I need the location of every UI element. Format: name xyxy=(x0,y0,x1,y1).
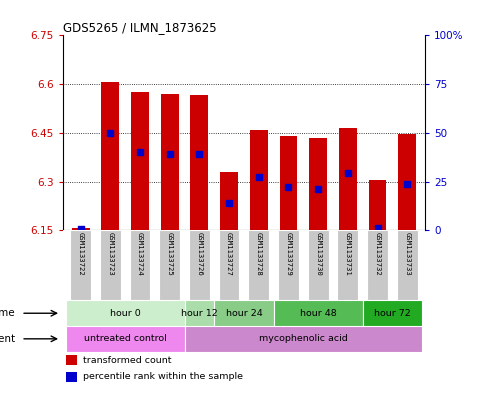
Bar xyxy=(278,230,299,300)
Point xyxy=(196,151,203,157)
Bar xyxy=(250,130,268,230)
Bar xyxy=(397,230,418,300)
Bar xyxy=(161,94,179,230)
Bar xyxy=(273,300,363,326)
Bar xyxy=(67,372,77,382)
Bar xyxy=(185,326,422,352)
Point xyxy=(136,149,144,156)
Bar xyxy=(66,326,185,352)
Bar xyxy=(309,138,327,230)
Bar xyxy=(367,230,388,300)
Text: hour 0: hour 0 xyxy=(110,309,141,318)
Bar xyxy=(71,228,89,230)
Text: mycophenolic acid: mycophenolic acid xyxy=(259,334,348,343)
Text: hour 48: hour 48 xyxy=(300,309,337,318)
Bar xyxy=(219,230,240,300)
Text: GSM1133729: GSM1133729 xyxy=(285,233,291,276)
Point xyxy=(284,184,292,191)
Text: transformed count: transformed count xyxy=(83,356,171,364)
Bar xyxy=(190,95,208,230)
Text: GSM1133733: GSM1133733 xyxy=(404,233,410,276)
Bar xyxy=(101,83,119,230)
Text: GSM1133730: GSM1133730 xyxy=(315,233,321,276)
Text: GSM1133728: GSM1133728 xyxy=(256,233,262,276)
Bar xyxy=(159,230,180,300)
Text: hour 72: hour 72 xyxy=(374,309,411,318)
Bar xyxy=(369,180,386,230)
Bar xyxy=(129,230,150,300)
Text: GSM1133723: GSM1133723 xyxy=(107,233,114,276)
Text: untreated control: untreated control xyxy=(84,334,167,343)
Bar xyxy=(220,172,238,230)
Text: GSM1133724: GSM1133724 xyxy=(137,233,143,276)
Point xyxy=(255,174,263,180)
Bar xyxy=(100,230,121,300)
Bar xyxy=(185,300,214,326)
Bar xyxy=(131,92,149,230)
Text: GDS5265 / ILMN_1873625: GDS5265 / ILMN_1873625 xyxy=(63,21,216,34)
Text: GSM1133731: GSM1133731 xyxy=(345,233,351,276)
Point xyxy=(403,181,411,187)
Text: percentile rank within the sample: percentile rank within the sample xyxy=(83,372,243,381)
Bar xyxy=(248,230,269,300)
Bar xyxy=(280,136,298,230)
Text: GSM1133727: GSM1133727 xyxy=(226,233,232,276)
Bar xyxy=(308,230,328,300)
Text: agent: agent xyxy=(0,334,15,344)
Text: GSM1133725: GSM1133725 xyxy=(167,233,173,276)
Bar xyxy=(398,134,416,230)
Bar xyxy=(66,300,185,326)
Text: time: time xyxy=(0,308,15,318)
Text: GSM1133732: GSM1133732 xyxy=(374,233,381,276)
Point xyxy=(344,170,352,176)
Bar xyxy=(363,300,422,326)
Bar xyxy=(189,230,210,300)
Point xyxy=(166,151,173,157)
Bar xyxy=(70,230,91,300)
Bar xyxy=(338,230,358,300)
Point xyxy=(225,200,233,206)
Bar xyxy=(339,128,357,230)
Bar xyxy=(214,300,273,326)
Bar xyxy=(67,355,77,365)
Text: hour 12: hour 12 xyxy=(181,309,218,318)
Text: hour 24: hour 24 xyxy=(226,309,262,318)
Text: GSM1133726: GSM1133726 xyxy=(197,233,202,276)
Point xyxy=(77,226,85,233)
Point xyxy=(314,185,322,192)
Point xyxy=(106,130,114,136)
Text: GSM1133722: GSM1133722 xyxy=(78,233,84,276)
Point xyxy=(374,225,382,231)
